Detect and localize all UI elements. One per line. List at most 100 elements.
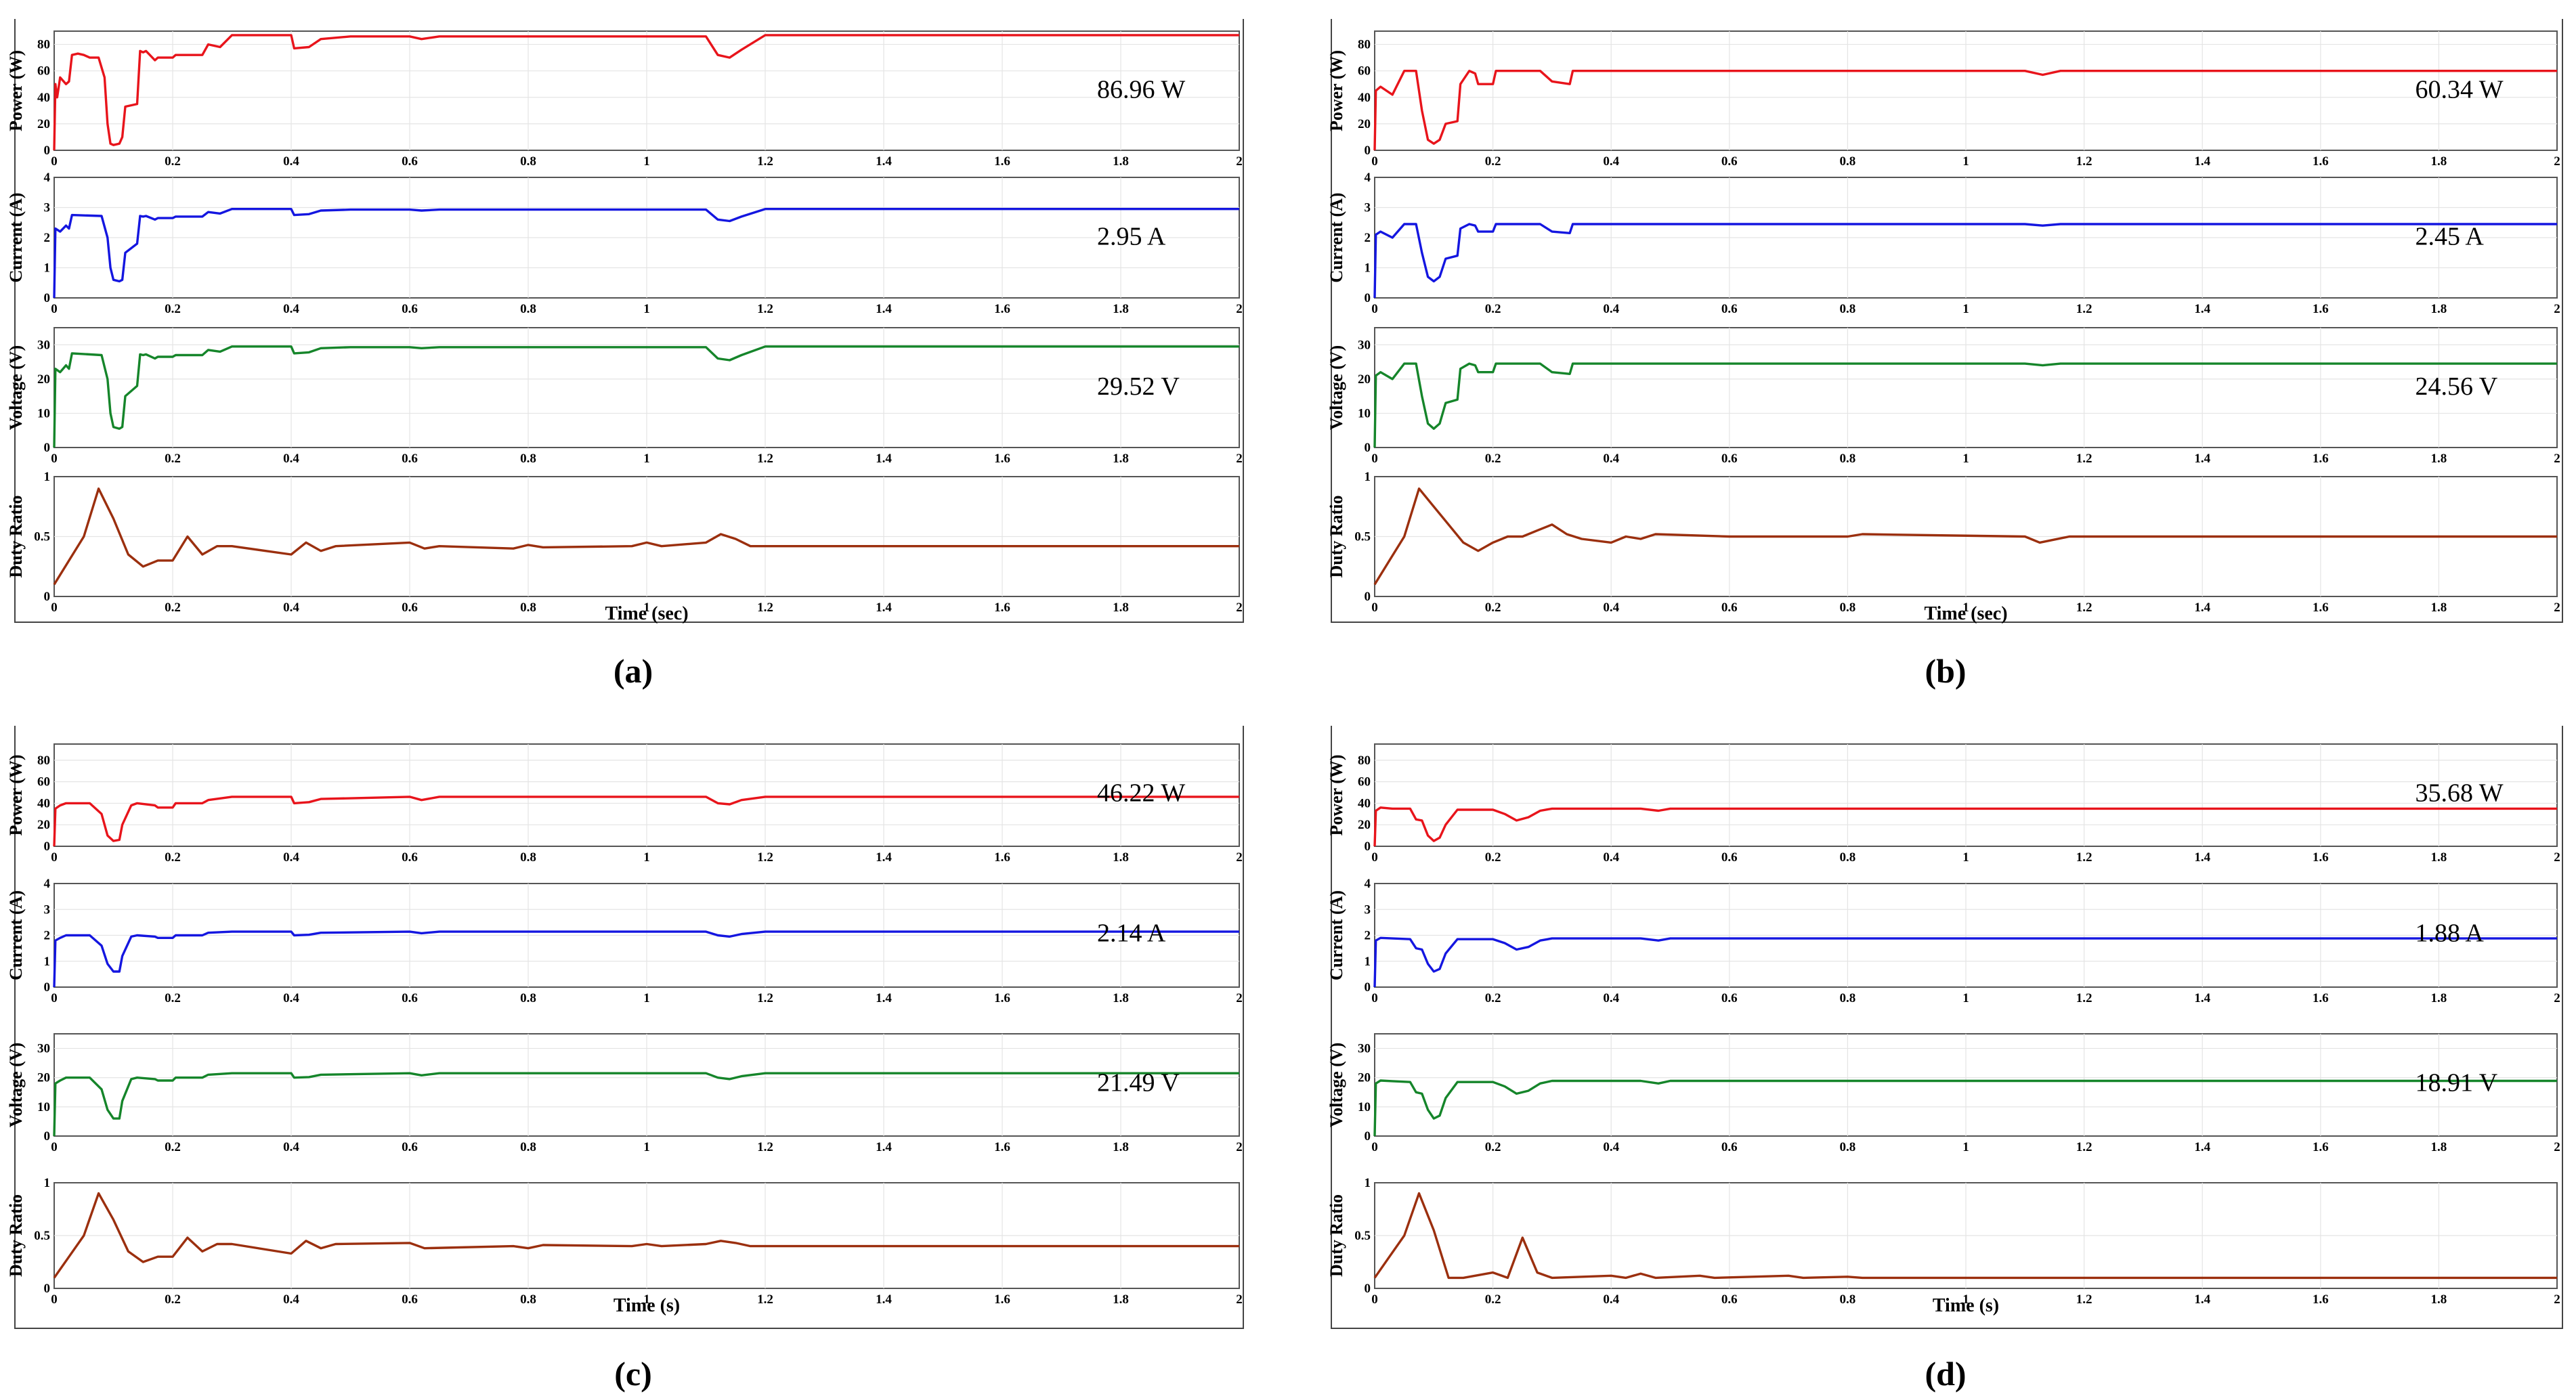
x-tick-label: 2	[1236, 1292, 1243, 1307]
x-tick-label: 0	[1371, 302, 1378, 316]
y-tick-label: 0	[1365, 1129, 1371, 1143]
y-tick-label: 80	[1358, 754, 1371, 768]
x-tick-label: 0.6	[402, 991, 418, 1005]
x-tick-label: 0	[51, 601, 58, 615]
x-tick-label: 0	[1371, 850, 1378, 865]
y-axis-label: Current (A)	[1327, 890, 1346, 980]
y-tick-label: 20	[1358, 1071, 1371, 1085]
x-tick-label: 1.4	[2194, 154, 2210, 169]
value-annotation: 29.52 V	[1097, 372, 1180, 401]
x-tick-label: 1	[643, 154, 650, 169]
series-duty	[1373, 487, 2557, 586]
x-tick-label: 1	[1962, 601, 1969, 615]
x-tick-label: 1.8	[2431, 154, 2447, 169]
x-tick-label: 0.4	[283, 850, 299, 865]
value-annotation: 46.22 W	[1097, 779, 1185, 808]
x-tick-label: 1.4	[2194, 452, 2210, 466]
x-tick-label: 0.6	[402, 1140, 418, 1154]
y-axis-label: Voltage (V)	[6, 1043, 26, 1127]
figure-caption: (b)	[1925, 652, 1966, 690]
x-tick-label: 2	[2554, 302, 2560, 316]
x-tick-label: 0	[51, 154, 58, 169]
y-tick-label: 20	[37, 117, 50, 131]
x-tick-label: 1.4	[2194, 1292, 2210, 1307]
x-tick-label: 1	[1962, 452, 1969, 466]
x-tick-label: 0	[51, 1140, 58, 1154]
subplot-power: 0 0.2 0.4 0.6 0.8 1 1.2 1.4 1.6 1.8 2020406080Powe…	[1327, 743, 2560, 865]
x-tick-label: 0.4	[283, 601, 299, 615]
x-tick-label: 0.8	[1840, 302, 1856, 316]
x-tick-label: 1.2	[757, 601, 773, 615]
x-tick-label: 1	[643, 1292, 650, 1307]
x-tick-label: 2	[1236, 991, 1243, 1005]
x-axis-label: Time (s)	[614, 1295, 680, 1316]
x-tick-label: 0.6	[1721, 991, 1738, 1005]
x-tick-label: 0	[51, 1292, 58, 1307]
x-tick-label: 1.8	[1113, 1292, 1129, 1307]
y-tick-label: 3	[1365, 201, 1371, 215]
y-tick-label: 20	[1358, 117, 1371, 131]
x-tick-label: 1	[643, 1140, 650, 1154]
x-tick-label: 0.2	[165, 302, 181, 316]
x-tick-label: 1.8	[2431, 302, 2447, 316]
x-tick-label: 1.6	[994, 1140, 1010, 1154]
y-tick-label: 2	[44, 929, 51, 943]
x-tick-label: 1.4	[876, 302, 892, 316]
x-tick-label: 1.8	[1113, 1140, 1129, 1154]
y-tick-label: 30	[37, 338, 50, 352]
x-tick-label: 0.8	[1840, 1140, 1856, 1154]
x-tick-label: 0.8	[1840, 601, 1856, 615]
x-tick-label: 1.8	[1113, 991, 1129, 1005]
x-tick-label: 0.8	[520, 1292, 536, 1307]
y-tick-label: 0	[44, 980, 51, 995]
value-annotation: 86.96 W	[1097, 76, 1185, 104]
chart-d: 0 0.2 0.4 0.6 0.8 1 1.2 1.4 1.6 1.8 2020406080Powe…	[1327, 726, 2563, 1393]
x-tick-label: 1.2	[2076, 850, 2092, 865]
y-axis-label: Voltage (V)	[6, 345, 26, 430]
x-tick-label: 1.8	[2431, 601, 2447, 615]
y-tick-label: 0	[44, 590, 51, 604]
figure-frame	[1331, 726, 2563, 1329]
series-duty	[53, 1192, 1239, 1279]
x-tick-label: 2	[1236, 154, 1243, 169]
x-tick-label: 1.6	[994, 452, 1010, 466]
x-tick-label: 0.6	[402, 850, 418, 865]
x-tick-label: 0.8	[520, 1140, 536, 1154]
x-tick-label: 2	[1236, 850, 1243, 865]
y-tick-label: 0	[1365, 1282, 1371, 1296]
x-tick-label: 0.4	[283, 452, 299, 466]
x-tick-label: 0.6	[1721, 1140, 1738, 1154]
x-tick-label: 1.4	[876, 991, 892, 1005]
x-tick-label: 1.8	[2431, 1292, 2447, 1307]
y-tick-label: 0	[44, 1282, 51, 1296]
x-tick-label: 0.8	[1840, 1292, 1856, 1307]
x-axis-label: Time (sec)	[1924, 603, 2007, 624]
y-tick-label: 40	[37, 91, 50, 105]
value-annotation: 24.56 V	[2415, 372, 2497, 401]
y-axis-label: Duty Ratio	[1327, 1194, 1346, 1277]
x-tick-label: 1.2	[757, 154, 773, 169]
x-tick-label: 2	[1236, 452, 1243, 466]
x-tick-label: 0.6	[1721, 452, 1738, 466]
y-tick-label: 2	[1365, 231, 1371, 245]
x-tick-label: 1.2	[757, 991, 773, 1005]
figure-frame	[14, 19, 1244, 623]
y-tick-label: 20	[37, 372, 50, 387]
x-tick-label: 0.6	[1721, 154, 1738, 169]
y-axis-label: Duty Ratio	[6, 495, 26, 578]
y-tick-label: 60	[37, 775, 50, 789]
x-tick-label: 1.2	[757, 1292, 773, 1307]
y-axis-label: Current (A)	[1327, 192, 1346, 282]
y-tick-label: 10	[37, 1100, 50, 1114]
y-tick-label: 60	[1358, 775, 1371, 789]
y-tick-label: 80	[37, 38, 50, 52]
y-tick-label: 80	[1358, 38, 1371, 52]
y-tick-label: 30	[37, 1042, 50, 1056]
y-tick-label: 0	[44, 840, 51, 854]
x-tick-label: 1.2	[2076, 154, 2092, 169]
x-tick-label: 1.6	[994, 991, 1010, 1005]
x-tick-label: 0.2	[1485, 452, 1501, 466]
x-tick-label: 0.2	[1485, 850, 1501, 865]
x-tick-label: 0.8	[520, 452, 536, 466]
y-tick-label: 1	[1365, 955, 1371, 969]
